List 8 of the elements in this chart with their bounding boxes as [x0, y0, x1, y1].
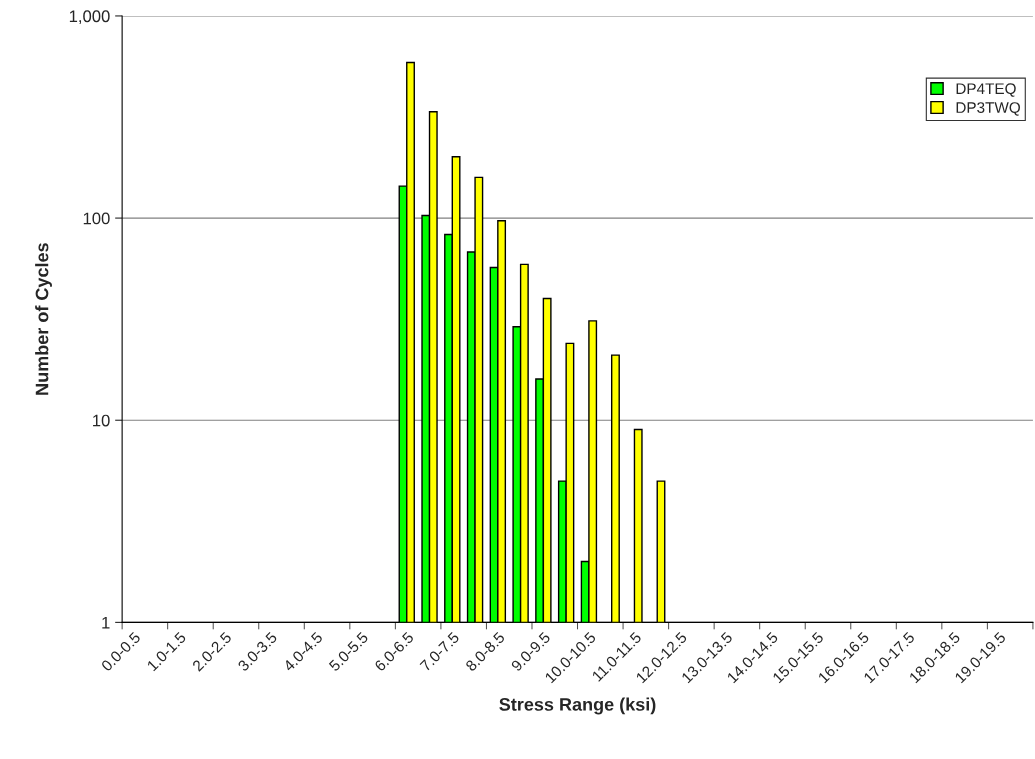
y-tick-label: 1 — [102, 616, 110, 629]
y-axis-title: Number of Cycles — [35, 243, 52, 395]
legend-label: DP4TEQ — [956, 83, 1016, 97]
legend-label: DP3TWQ — [956, 102, 1020, 116]
x-axis-title: Stress Range (ksi) — [499, 697, 656, 715]
y-tick-label: 1,000 — [69, 10, 110, 25]
y-tick-label: 100 — [83, 212, 110, 225]
y-tick-label: 10 — [93, 414, 110, 427]
